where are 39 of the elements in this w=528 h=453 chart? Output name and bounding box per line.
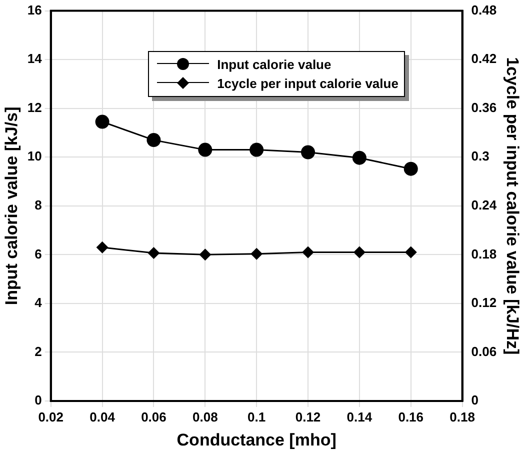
y-tick-label: 4 — [34, 295, 43, 310]
y-tick-label: 14 — [27, 51, 43, 66]
y2-tick-label: 0.24 — [471, 197, 498, 212]
y2-tick-label: 0.3 — [471, 148, 490, 164]
y2-tick-label: 0 — [471, 392, 479, 408]
y2-tick-label: 0.18 — [471, 246, 497, 262]
y-axis-title: Input calorie value [kJ/s] — [2, 106, 21, 306]
y-tick-label: 16 — [27, 2, 42, 18]
x-tick-label: 0.02 — [38, 409, 64, 424]
y-tick-label: 0 — [34, 392, 42, 408]
y2-tick-label: 0.42 — [471, 51, 497, 66]
legend-label: 1cycle per input calorie value — [217, 76, 398, 91]
x-tick-label: 0.08 — [192, 409, 218, 424]
y2-tick-label: 0.06 — [471, 344, 497, 359]
point — [198, 142, 212, 157]
point — [95, 114, 110, 129]
legend-label: Input calorie value — [217, 56, 332, 72]
y2-tick-label: 0.36 — [471, 100, 497, 115]
y-tick-label: 6 — [34, 246, 42, 262]
x-tick-label: 0.18 — [450, 409, 475, 424]
y2-tick-label: 0.12 — [471, 295, 497, 310]
y-tick-label: 10 — [27, 148, 42, 164]
point — [404, 162, 418, 176]
y-tick-label: 12 — [27, 100, 42, 115]
x-tick-label: 0.06 — [141, 409, 166, 424]
point — [352, 150, 366, 165]
x-axis-title: Conductance [mho] — [176, 430, 336, 450]
x-tick-label: 0.04 — [90, 409, 116, 424]
y2-tick-label: 0.48 — [471, 2, 497, 18]
x-tick-label: 0.12 — [295, 409, 321, 424]
point — [301, 145, 316, 160]
y-tick-label: 2 — [34, 344, 42, 359]
y-tick-label: 8 — [34, 197, 42, 212]
y2-axis-title: 1cycle per input calorie value [kJ/Hz] — [503, 57, 522, 355]
x-tick-label: 0.16 — [398, 409, 424, 424]
point — [250, 142, 264, 157]
point — [146, 133, 161, 148]
x-tick-label: 0.14 — [346, 409, 373, 424]
x-tick-label: 0.1 — [248, 409, 266, 424]
